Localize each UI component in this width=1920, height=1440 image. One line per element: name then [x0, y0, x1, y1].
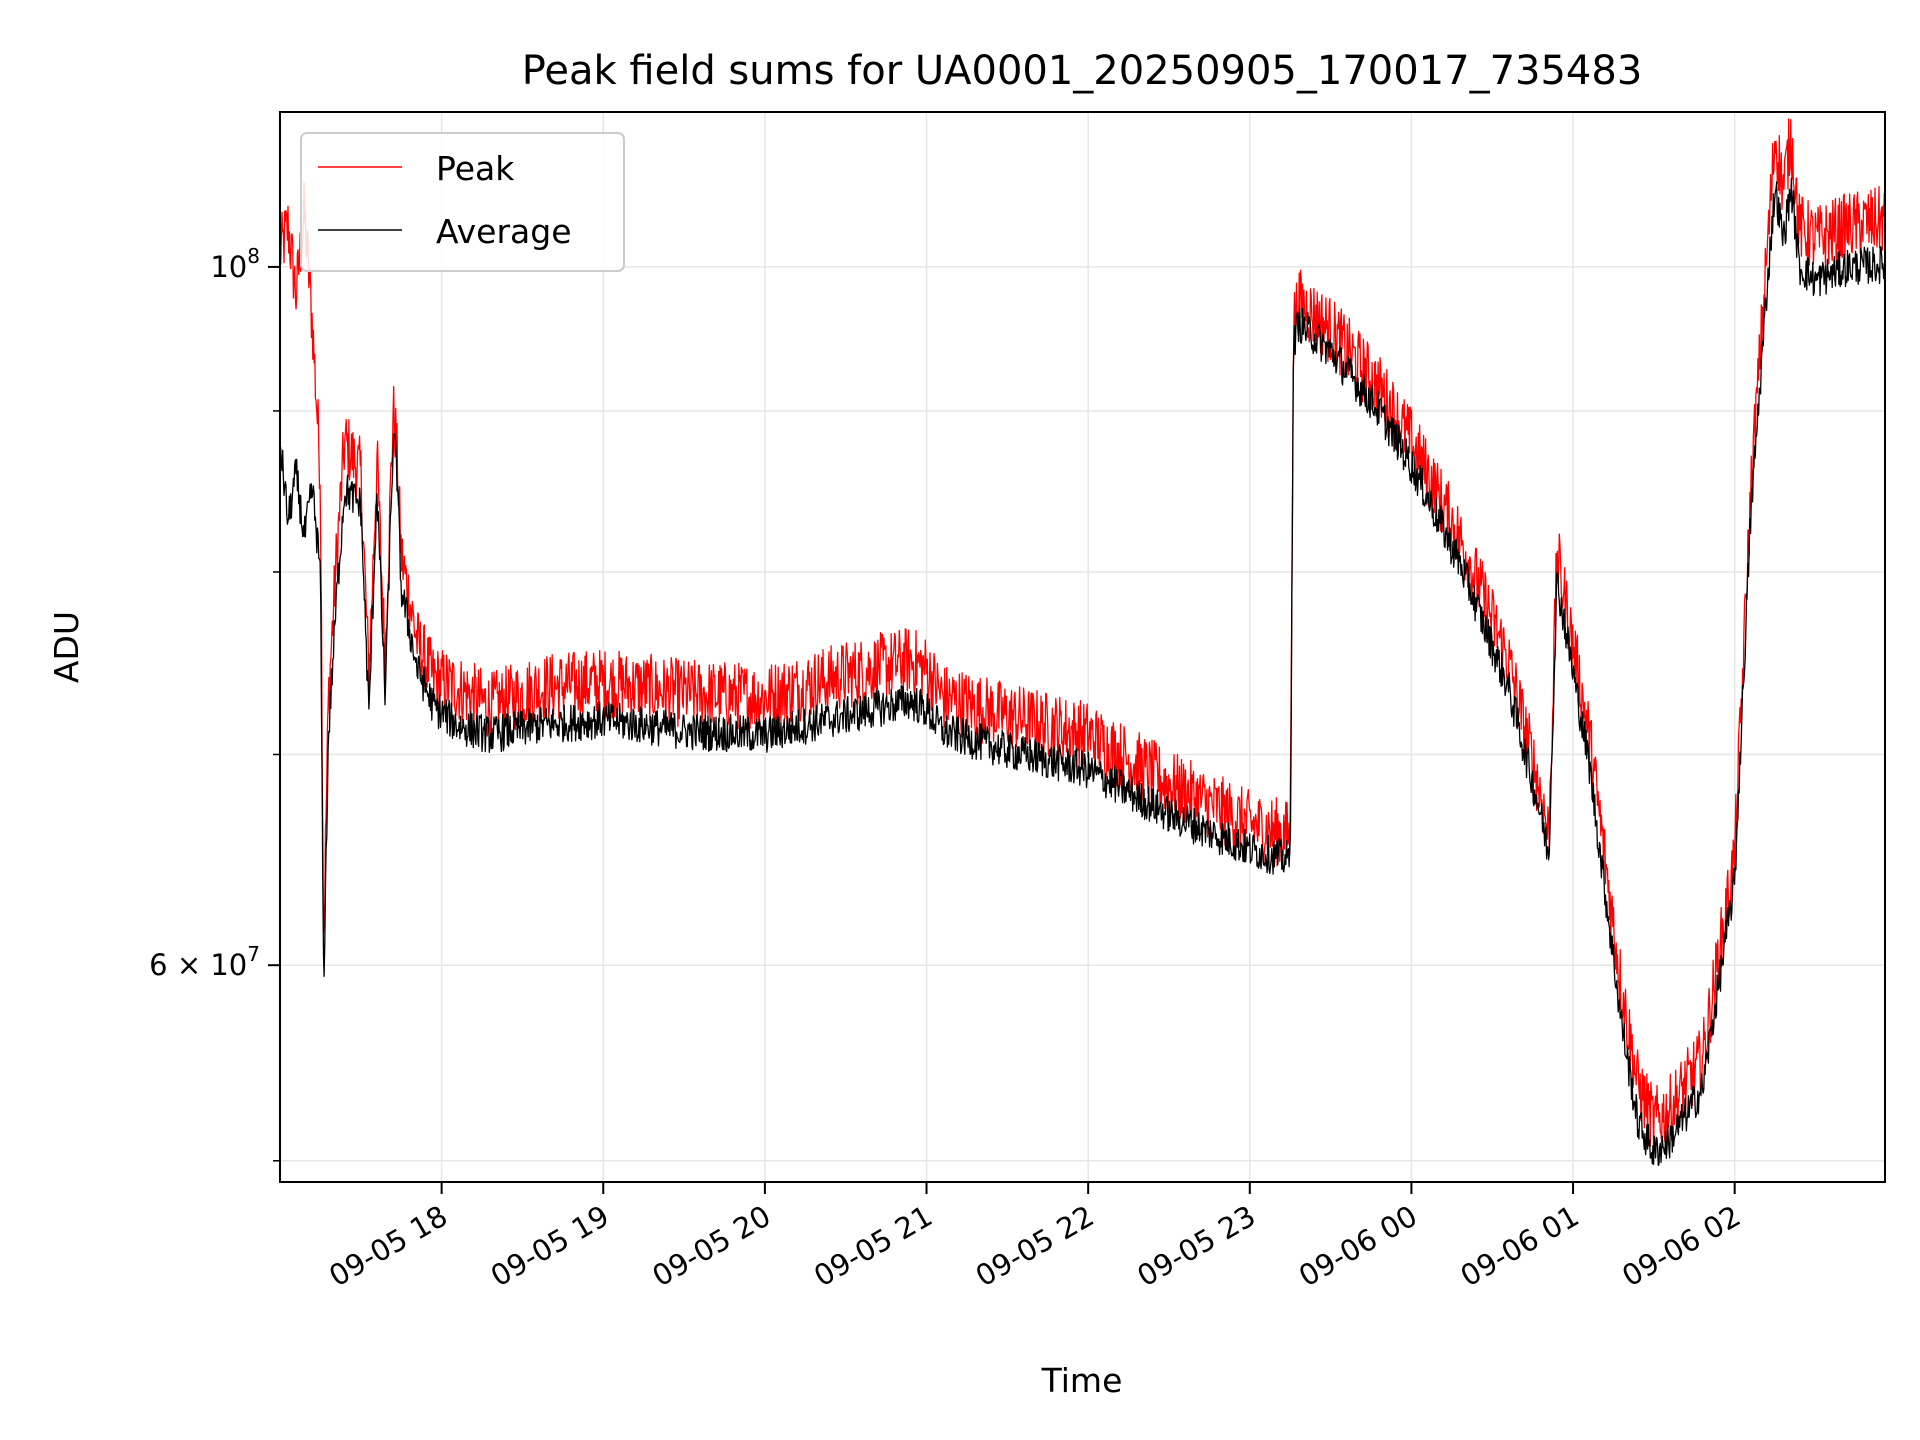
y-tick-label: 6 × 107 — [149, 942, 260, 982]
legend: Peak Average — [300, 132, 625, 272]
legend-peak-label: Peak — [436, 149, 515, 188]
chart-title: Peak field sums for UA0001_20250905_1700… — [522, 48, 1643, 94]
y-axis-label: ADU — [47, 611, 86, 683]
legend-average-label: Average — [436, 212, 572, 251]
x-axis-label: Time — [1041, 1361, 1123, 1400]
series-line-peak — [279, 118, 1886, 1147]
y-tick-label: 108 — [210, 244, 260, 284]
plot-area — [279, 118, 1886, 1167]
axes-frame — [279, 111, 1886, 1183]
y-axis: 108 6 × 107 — [149, 244, 280, 1162]
series-line-average — [279, 177, 1886, 1167]
